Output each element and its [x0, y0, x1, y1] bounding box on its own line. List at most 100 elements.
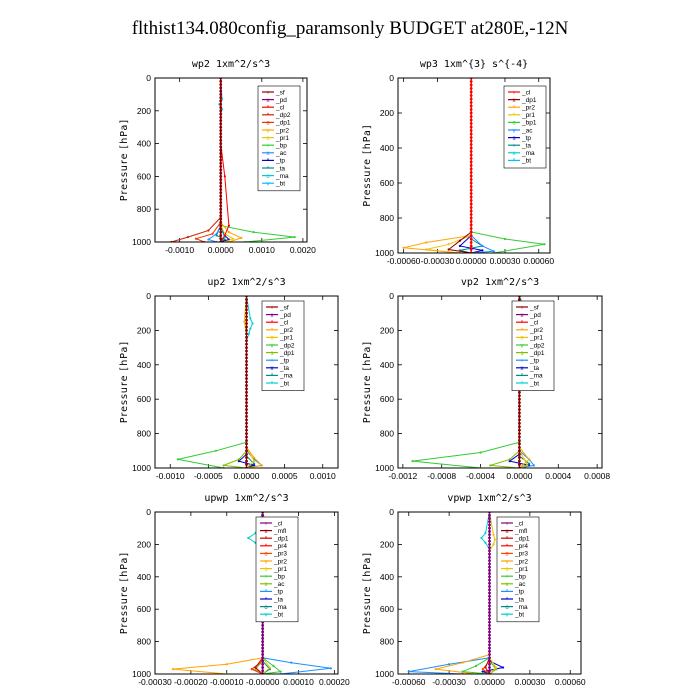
profile-marker: [219, 227, 223, 231]
legend-label: _mfl: [273, 528, 287, 535]
legend-marker: *: [506, 590, 509, 596]
legend-marker: ^: [267, 166, 270, 172]
series-point: [495, 666, 498, 669]
legend-marker: *: [506, 537, 509, 543]
series-line-pr1: [425, 78, 472, 253]
profile-marker: [518, 408, 521, 411]
y-tick-label: 200: [137, 539, 151, 549]
profile-marker: [518, 442, 521, 446]
series-point: [250, 668, 253, 671]
legend-marker: v: [513, 128, 516, 134]
profile-marker: [488, 533, 491, 537]
legend-marker: x: [521, 313, 524, 319]
legend-label: _bt: [279, 380, 289, 387]
profile-marker: [245, 329, 248, 332]
profile-marker: [245, 318, 248, 322]
legend-label: _bp1: [521, 120, 537, 127]
x-tick-label: 0.00000: [474, 677, 505, 687]
legend-marker: s: [271, 351, 274, 357]
legend-marker: *: [265, 537, 268, 543]
legend-label: _sf: [279, 304, 289, 311]
profile-marker: [219, 99, 223, 103]
series-point: [253, 456, 256, 459]
profile-marker: [219, 188, 223, 191]
profile-marker: [261, 633, 265, 637]
series-point: [532, 464, 536, 467]
profile-marker: [488, 526, 491, 530]
series-point: [458, 239, 462, 242]
profile-marker: [245, 408, 248, 411]
y-tick-label: 200: [380, 108, 394, 118]
profile-marker: [488, 555, 491, 559]
x-tick-label: 0.00060: [523, 256, 554, 266]
x-tick-label: 0.0020: [290, 245, 316, 255]
series-point: [448, 663, 451, 666]
profile-marker: [469, 157, 473, 160]
profile-marker: [469, 167, 473, 171]
y-tick-label: 600: [380, 604, 394, 614]
profile-marker: [469, 136, 473, 139]
profile-marker: [518, 415, 521, 418]
profile-marker: [518, 439, 521, 442]
series-point: [508, 460, 511, 463]
profile-marker: [245, 322, 248, 325]
profile-marker: [219, 224, 223, 228]
profile-marker: [219, 230, 223, 234]
profile-marker: [245, 456, 248, 460]
legend-marker: s: [521, 351, 524, 357]
profile-marker: [219, 217, 223, 221]
panel-5: upwp 1xm^2/s^3 Pressure [hPa] 0 200 400 600 80…: [119, 493, 350, 687]
profile-marker: [219, 161, 223, 165]
y-tick-label: 600: [380, 178, 394, 188]
profile-marker: [469, 160, 473, 164]
profile-marker: [219, 115, 223, 119]
profile-marker: [518, 418, 521, 422]
y-tick-label: 400: [137, 360, 151, 370]
legend-marker: v: [521, 343, 524, 349]
x-tick-label: 0.0000: [208, 245, 234, 255]
legend-label: _pd: [529, 312, 541, 319]
profile-marker: [219, 211, 223, 214]
profile-marker: [469, 206, 473, 209]
profile-marker: [518, 394, 521, 398]
x-tick-label: 0.0005: [272, 471, 298, 481]
legend-label: _pd: [279, 312, 291, 319]
series-point: [222, 464, 225, 467]
profile-marker: [219, 132, 223, 136]
profile-marker: [488, 627, 491, 631]
legend-marker: x: [513, 151, 516, 157]
series-point: [207, 229, 210, 232]
legend-marker: v: [506, 559, 509, 565]
legend-label: _pr1: [279, 335, 293, 342]
legend-label: _ac: [521, 127, 533, 134]
legend-box: [255, 516, 299, 623]
series-point: [461, 661, 464, 664]
axes-frame: [397, 295, 603, 469]
legend-label: _ta: [529, 365, 539, 372]
legend-marker: v: [506, 613, 509, 619]
series-point: [227, 231, 231, 234]
legend-label: _pr1: [521, 112, 535, 119]
legend-marker: ^: [271, 381, 274, 387]
legend-label: _bt: [275, 181, 285, 188]
profile-marker: [245, 401, 248, 405]
profile-marker: [245, 442, 248, 446]
profile-marker: [469, 216, 473, 220]
series-line-ac: [207, 78, 222, 242]
profile-marker: [245, 411, 248, 415]
profile-marker: [488, 669, 491, 673]
profile-marker: [469, 150, 473, 153]
series-point: [215, 234, 218, 237]
profile-marker: [469, 178, 473, 181]
legend-marker: +: [520, 305, 524, 311]
legend-marker: x: [267, 98, 270, 104]
legend-marker: ^: [506, 597, 509, 603]
axes-frame: [154, 295, 339, 469]
profile-marker: [219, 165, 223, 168]
profile-marker: [469, 129, 473, 132]
profile-marker: [219, 83, 223, 86]
profile-marker: [469, 199, 473, 202]
legend-marker: *: [271, 321, 274, 327]
profile-marker: [245, 445, 248, 449]
axes-frame: [397, 511, 582, 675]
